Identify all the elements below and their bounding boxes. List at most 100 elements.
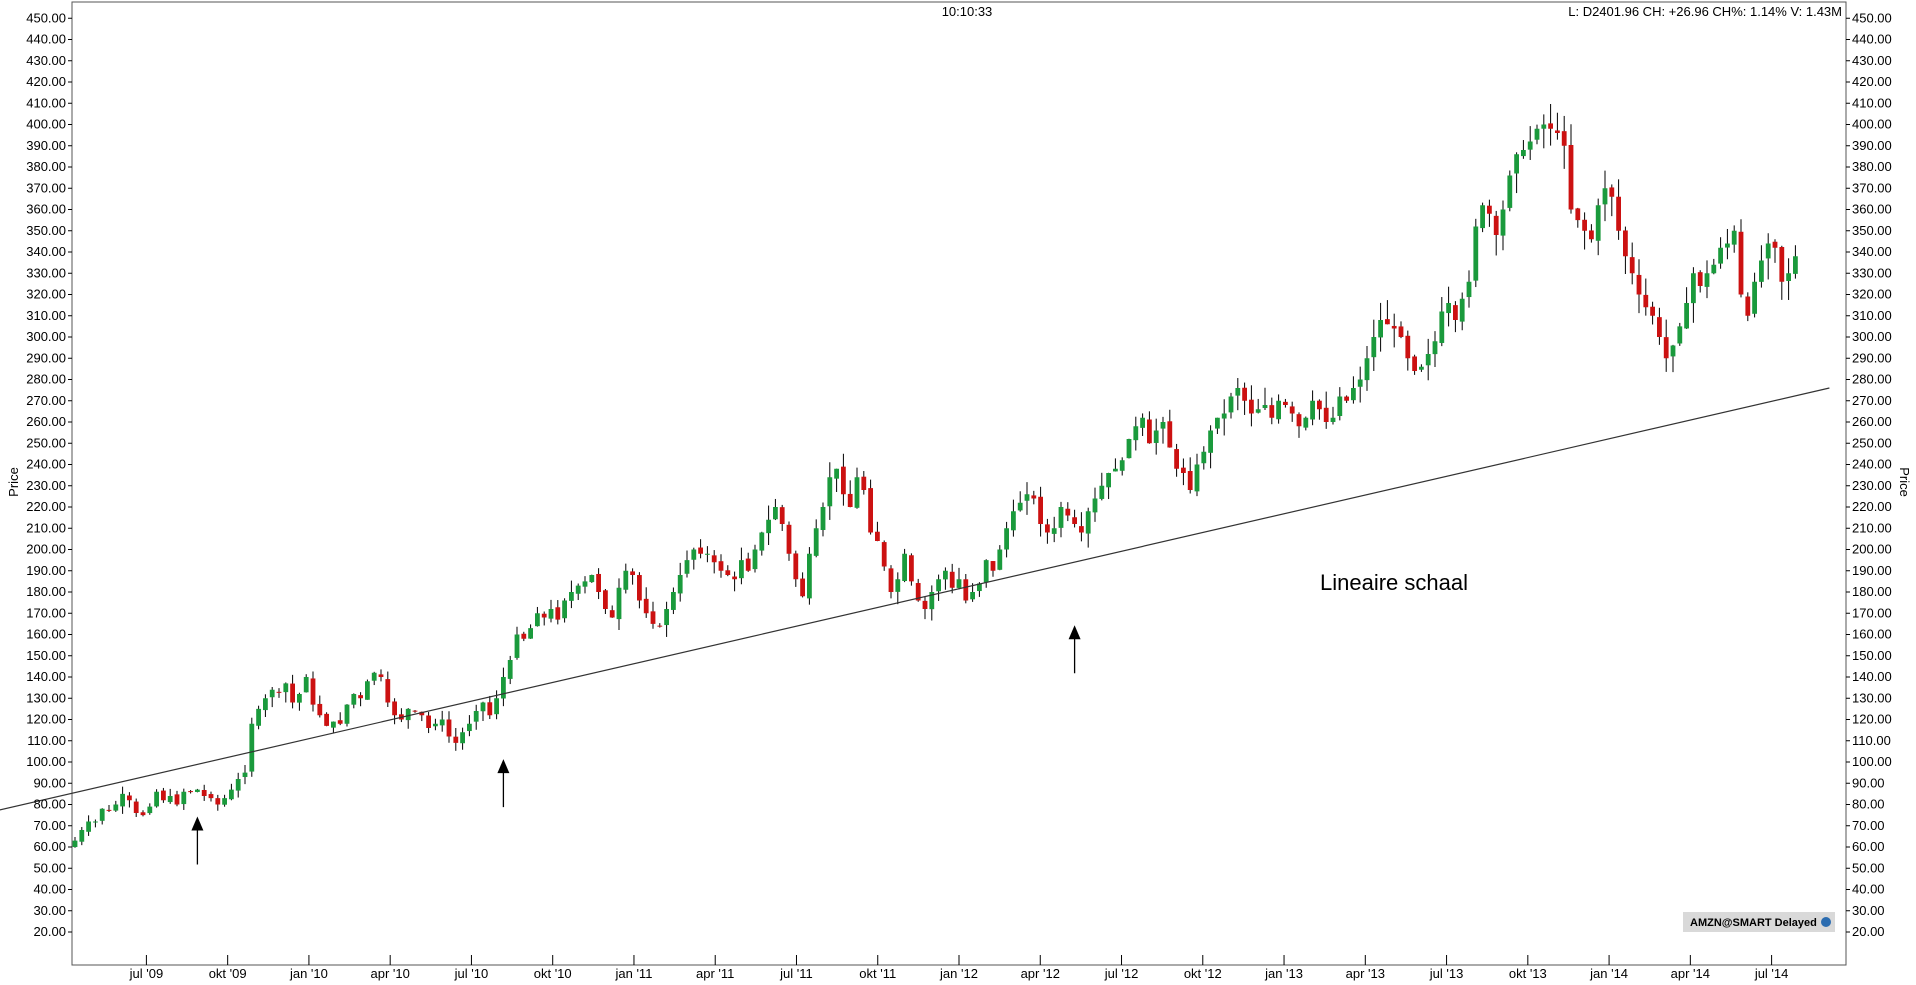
candle — [684, 550, 690, 578]
y-tick-label-left: 270.00 — [26, 393, 66, 408]
candle-body-down — [949, 571, 955, 588]
y-tick-label-right: 190.00 — [1852, 563, 1892, 578]
candle — [1303, 416, 1309, 431]
x-tick-label: apr '12 — [1021, 966, 1060, 981]
candle-body-down — [1657, 317, 1662, 337]
candle-body-down — [174, 794, 180, 805]
candle — [1113, 458, 1118, 472]
y-tick-label-left: 220.00 — [26, 499, 66, 514]
candle-body-up — [1602, 188, 1608, 205]
candle — [1684, 287, 1689, 329]
candle-body-up — [1480, 205, 1485, 229]
candle — [1446, 286, 1451, 327]
candle-body-down — [786, 524, 792, 554]
candle — [861, 471, 867, 495]
candle — [596, 568, 601, 600]
candle — [1385, 300, 1390, 325]
candle — [1249, 385, 1254, 427]
candle — [1609, 184, 1615, 217]
candle — [739, 547, 744, 585]
trendline — [0, 387, 1830, 811]
candle — [1276, 394, 1281, 424]
y-tick-label-right: 290.00 — [1852, 350, 1892, 365]
candle — [1357, 366, 1363, 403]
candle — [297, 692, 302, 711]
y-tick-label-right: 370.00 — [1852, 180, 1892, 195]
candle-body-up — [72, 840, 78, 848]
candle-body-down — [276, 691, 282, 693]
y-tick-label-right: 210.00 — [1852, 520, 1892, 535]
candle-body-down — [1405, 335, 1411, 359]
candle — [256, 705, 261, 730]
candle-body-down — [1493, 215, 1499, 235]
candle — [807, 547, 812, 605]
candle — [412, 709, 418, 713]
candle-body-up — [1160, 422, 1166, 429]
candle-body-up — [1684, 303, 1689, 329]
chart-annotation: Lineaire schaal — [1320, 570, 1468, 595]
trendline-layer — [0, 387, 1830, 811]
candle — [1181, 458, 1186, 486]
candle-body-up — [1466, 281, 1472, 298]
candle-body-down — [201, 789, 207, 796]
candle-body-down — [426, 715, 431, 728]
globe-icon — [1821, 917, 1831, 927]
candle-body-up — [303, 677, 309, 693]
candle — [1561, 115, 1567, 169]
candle-body-up — [1351, 388, 1356, 401]
candle-body-up — [1677, 326, 1683, 344]
candle-body-down — [1398, 326, 1404, 337]
candle-body-down — [868, 488, 873, 533]
y-tick-label-right: 280.00 — [1852, 372, 1892, 387]
candle — [936, 574, 941, 601]
candle-body-up — [1310, 400, 1315, 420]
candle-body-down — [1623, 230, 1628, 257]
candle — [242, 764, 248, 785]
candle-body-down — [990, 561, 996, 571]
candle-body-up — [1521, 150, 1526, 157]
candle-body-up — [1058, 507, 1064, 528]
candle-body-up — [1731, 230, 1737, 245]
candle-body-down — [215, 798, 221, 805]
y-tick-label-right: 450.00 — [1852, 10, 1892, 25]
candle — [1344, 395, 1349, 403]
candle — [1697, 270, 1703, 293]
candle — [487, 695, 493, 720]
candle — [1548, 104, 1553, 146]
candle — [773, 498, 778, 521]
x-tick-label: jul '11 — [779, 966, 813, 981]
candle-body-down — [1582, 219, 1587, 231]
candle — [1045, 518, 1050, 544]
candle — [1398, 321, 1404, 339]
candle — [331, 721, 336, 733]
candle-body-up — [548, 609, 554, 619]
candle — [1058, 501, 1064, 538]
candle-body-up — [93, 821, 98, 823]
candle-body-down — [1779, 247, 1785, 282]
candle-body-up — [1432, 341, 1438, 355]
candle-body-up — [1215, 417, 1220, 429]
y-tick-label-left: 100.00 — [26, 754, 66, 769]
y-tick-label-left: 110.00 — [27, 733, 66, 748]
candle — [847, 480, 853, 508]
candle-body-up — [1004, 528, 1009, 550]
candle — [1527, 126, 1533, 160]
candle-body-down — [1609, 187, 1615, 197]
candle — [1017, 491, 1023, 512]
y-tick-label-right: 60.00 — [1852, 839, 1885, 854]
candle-body-up — [297, 694, 302, 703]
candle-body-up — [269, 689, 275, 698]
candle-body-up — [514, 634, 520, 658]
candle — [1126, 438, 1132, 459]
candle — [1038, 486, 1043, 537]
candle — [501, 667, 506, 707]
candle — [113, 800, 119, 812]
candle — [1330, 406, 1336, 425]
candle-body-up — [1228, 396, 1234, 413]
candle — [337, 712, 343, 726]
candle — [1602, 170, 1608, 222]
x-tick-label: okt '13 — [1509, 966, 1547, 981]
candle-body-down — [793, 553, 799, 580]
candle-body-up — [664, 609, 669, 626]
candle-body-down — [1412, 356, 1417, 371]
